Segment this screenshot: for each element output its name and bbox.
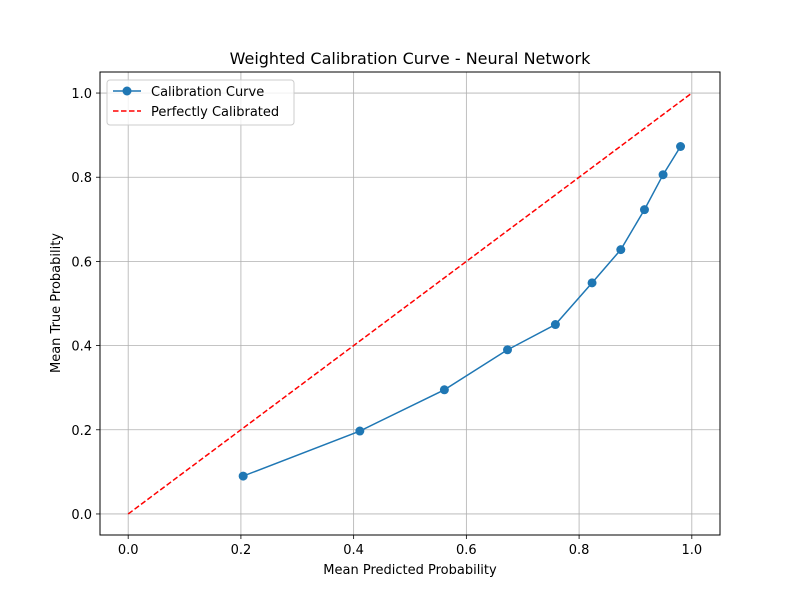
plot-frame xyxy=(99,71,721,536)
y-tick-label: 0.6 xyxy=(71,255,92,270)
calibration-point xyxy=(355,426,365,436)
legend: Calibration Curve Perfectly Calibrated xyxy=(106,79,295,126)
chart-title: Weighted Calibration Curve - Neural Netw… xyxy=(230,49,592,68)
legend-calibration-marker xyxy=(122,86,132,96)
x-tick-label: 1.0 xyxy=(681,543,702,558)
calibration-point xyxy=(587,278,597,288)
y-tick-label: 1.0 xyxy=(71,87,92,102)
y-axis-label: Mean True Probability xyxy=(49,233,64,373)
y-tick-label: 0.0 xyxy=(71,508,92,523)
y-tick-label: 0.8 xyxy=(71,171,92,186)
calibration-point xyxy=(238,471,248,481)
calibration-point xyxy=(676,142,686,152)
calibration-point xyxy=(439,385,449,395)
y-tick-label: 0.2 xyxy=(71,424,92,439)
legend-calibration-label: Calibration Curve xyxy=(151,85,264,100)
x-axis-label: Mean Predicted Probability xyxy=(323,563,497,578)
calibration-curve-line xyxy=(242,146,682,477)
calibration-point xyxy=(658,170,668,180)
series-layer xyxy=(127,92,693,515)
legend-box xyxy=(106,79,295,126)
x-tick-label: 0.8 xyxy=(569,543,590,558)
y-tick-label: 0.4 xyxy=(71,340,92,355)
x-tick-label: 0.4 xyxy=(343,543,364,558)
x-tick-label: 0.2 xyxy=(231,543,252,558)
x-tick-label: 0.6 xyxy=(456,543,477,558)
calibration-point xyxy=(616,245,626,255)
x-tick-label: 0.0 xyxy=(118,543,139,558)
calibration-point xyxy=(550,320,560,330)
calibration-point xyxy=(503,345,513,355)
perfectly-calibrated-line xyxy=(127,92,693,515)
y-axis-ticks: 0.0 0.2 0.4 0.6 0.8 1.0 xyxy=(71,87,100,523)
x-axis-ticks: 0.0 0.2 0.4 0.6 0.8 1.0 xyxy=(118,535,702,558)
grid-lines xyxy=(100,72,720,535)
legend-perfect-label: Perfectly Calibrated xyxy=(151,105,279,120)
calibration-point xyxy=(639,205,649,215)
